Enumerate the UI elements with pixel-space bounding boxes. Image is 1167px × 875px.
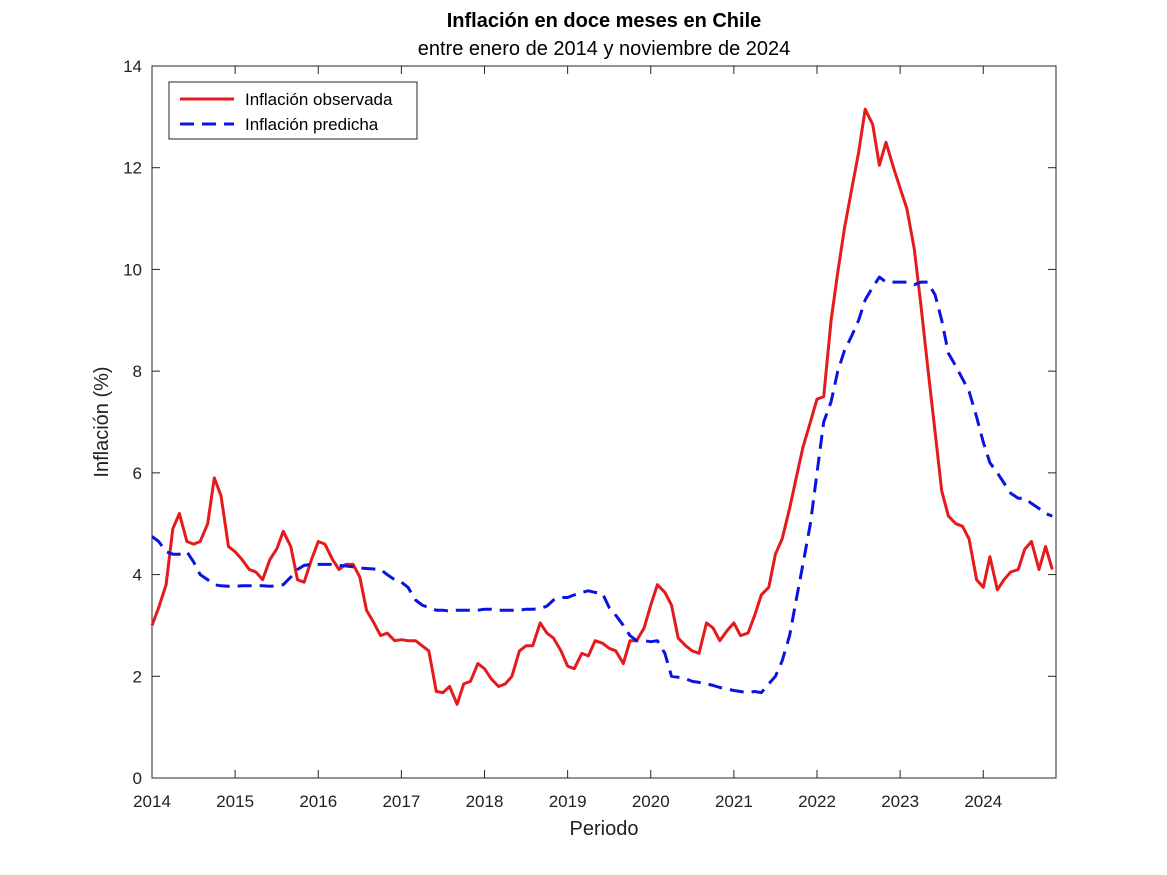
series-line-predicted bbox=[151, 275, 1053, 695]
x-tick-label: 2017 bbox=[382, 792, 420, 811]
y-tick-label: 14 bbox=[123, 57, 142, 76]
y-axis-label: Inflación (%) bbox=[91, 366, 113, 477]
y-tick-label: 2 bbox=[133, 667, 142, 686]
series-line-observed bbox=[150, 107, 1054, 706]
y-tick-label: 6 bbox=[133, 464, 142, 483]
chart-subtitle: entre enero de 2014 y noviembre de 2024 bbox=[418, 38, 791, 60]
x-tick-label: 2022 bbox=[798, 792, 836, 811]
legend: Inflación observada Inflación predicha bbox=[168, 81, 418, 140]
x-tick-label: 2024 bbox=[964, 792, 1002, 811]
x-tick-label: 2018 bbox=[466, 792, 504, 811]
y-tick-label: 12 bbox=[123, 159, 142, 178]
y-tick-label: 8 bbox=[133, 362, 142, 381]
x-tick-label: 2020 bbox=[632, 792, 670, 811]
x-tick-label: 2021 bbox=[715, 792, 753, 811]
legend-label-predicted: Inflación predicha bbox=[245, 115, 379, 134]
x-tick-label: 2019 bbox=[549, 792, 587, 811]
x-axis: 2014 2015 2016 2017 2018 2019 2020 2021 2022 2023… bbox=[133, 66, 1002, 811]
x-tick-label: 2014 bbox=[133, 792, 171, 811]
legend-label-observed: Inflación observada bbox=[245, 90, 393, 109]
y-tick-label: 4 bbox=[133, 566, 142, 585]
x-tick-label: 2016 bbox=[299, 792, 337, 811]
legend-box bbox=[168, 81, 418, 140]
y-tick-label: 10 bbox=[123, 260, 142, 279]
y-tick-label: 0 bbox=[133, 769, 142, 788]
y-axis: 0 2 4 6 8 10 12 14 bbox=[123, 57, 1056, 788]
chart-title: Inflación en doce meses en Chile bbox=[447, 10, 762, 32]
x-axis-label: Periodo bbox=[570, 818, 639, 840]
x-tick-label: 2015 bbox=[216, 792, 254, 811]
plot-area bbox=[151, 65, 1057, 779]
series-layer bbox=[150, 107, 1054, 706]
x-tick-label: 2023 bbox=[881, 792, 919, 811]
